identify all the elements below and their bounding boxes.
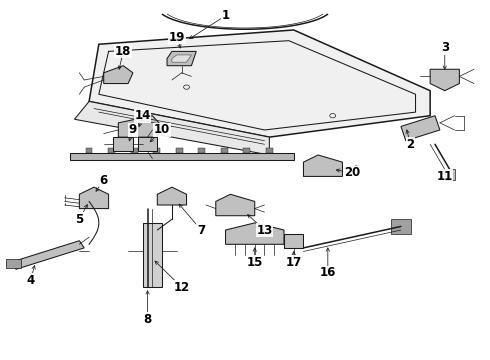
Polygon shape [221, 148, 228, 153]
Text: 20: 20 [344, 166, 360, 179]
Polygon shape [74, 102, 270, 155]
Text: 10: 10 [154, 123, 171, 136]
Polygon shape [176, 148, 183, 153]
Polygon shape [89, 30, 430, 137]
Polygon shape [108, 148, 115, 153]
Polygon shape [225, 223, 284, 244]
Text: 11: 11 [437, 170, 453, 183]
Polygon shape [138, 137, 157, 152]
Polygon shape [86, 148, 93, 153]
Polygon shape [143, 223, 162, 287]
Text: 13: 13 [256, 224, 272, 237]
Polygon shape [172, 55, 192, 62]
Polygon shape [216, 194, 255, 216]
Text: 17: 17 [286, 256, 302, 269]
Text: 12: 12 [173, 281, 190, 294]
Text: 1: 1 [221, 9, 230, 22]
Polygon shape [198, 148, 205, 153]
Polygon shape [114, 137, 133, 152]
Text: 3: 3 [441, 41, 449, 54]
Polygon shape [266, 148, 273, 153]
Polygon shape [244, 148, 250, 153]
Polygon shape [157, 187, 187, 205]
Polygon shape [430, 69, 460, 91]
Polygon shape [104, 66, 133, 84]
Text: 18: 18 [115, 45, 131, 58]
Text: 8: 8 [144, 313, 152, 326]
Polygon shape [391, 219, 411, 234]
Polygon shape [11, 241, 84, 269]
Text: 14: 14 [134, 109, 151, 122]
Polygon shape [153, 148, 160, 153]
Polygon shape [70, 153, 294, 160]
Polygon shape [131, 148, 138, 153]
Polygon shape [445, 169, 455, 180]
Text: 15: 15 [246, 256, 263, 269]
Polygon shape [6, 258, 21, 267]
Polygon shape [79, 187, 109, 208]
Text: 4: 4 [26, 274, 35, 287]
Text: 16: 16 [319, 266, 336, 279]
Text: 7: 7 [197, 224, 205, 237]
Text: 6: 6 [99, 174, 108, 186]
Polygon shape [401, 116, 440, 141]
Text: 5: 5 [75, 213, 83, 226]
Polygon shape [284, 234, 303, 248]
Polygon shape [303, 155, 343, 176]
Text: 2: 2 [407, 138, 415, 151]
Text: 9: 9 [129, 123, 137, 136]
Text: 19: 19 [169, 31, 185, 44]
Polygon shape [118, 116, 162, 137]
Polygon shape [167, 51, 196, 66]
